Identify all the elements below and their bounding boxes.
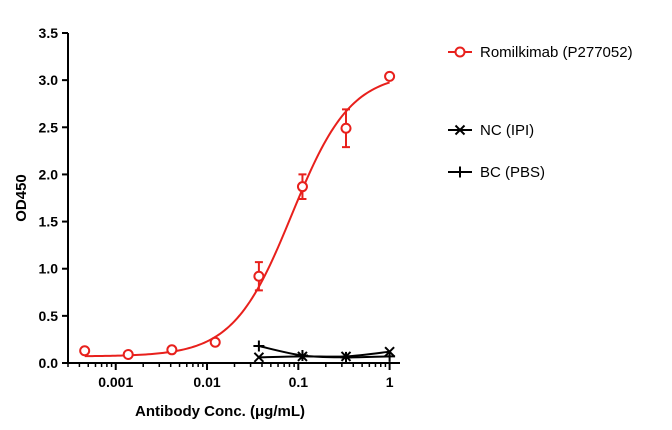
y-tick-label: 2.5 — [39, 119, 59, 135]
y-tick-label: 2.0 — [39, 166, 59, 182]
y-tick-label: 1.0 — [39, 261, 59, 277]
x-tick-label: 0.1 — [289, 374, 309, 390]
legend-marker — [454, 124, 466, 136]
x-axis-title: Antibody Conc. (μg/mL) — [135, 403, 305, 420]
series-2 — [253, 340, 396, 363]
data-point — [296, 181, 308, 193]
data-point — [122, 349, 134, 361]
fit-curve — [84, 81, 390, 358]
legend: Romilkimab (P277052) NC (IPI) BC (PBS) — [448, 44, 633, 181]
data-point — [209, 336, 221, 348]
legend-item-0: Romilkimab (P277052) — [448, 44, 633, 61]
y-tick-label: 1.5 — [39, 214, 59, 230]
legend-label: NC (IPI) — [480, 122, 534, 139]
legend-item-1: NC (IPI) — [448, 122, 534, 139]
data-point — [253, 270, 265, 282]
y-tick-label: 3.5 — [39, 25, 59, 41]
data-point — [296, 349, 308, 361]
x-tick-label: 0.001 — [98, 374, 133, 390]
data-point — [384, 70, 396, 82]
data-point — [340, 122, 352, 134]
data-point — [253, 352, 265, 363]
fit-curve — [258, 345, 390, 359]
data-point — [79, 345, 91, 357]
data-point — [384, 350, 396, 362]
legend-label: Romilkimab (P277052) — [480, 44, 633, 61]
y-axis-ticks: 0.0 0.5 1.0 1.5 2.0 2.5 3.0 3.5 — [39, 25, 68, 371]
legend-label: BC (PBS) — [480, 164, 545, 181]
legend-marker — [454, 46, 466, 58]
x-tick-label: 1 — [386, 374, 394, 390]
x-tick-label: 0.01 — [193, 374, 220, 390]
y-tick-label: 3.0 — [39, 72, 59, 88]
data-point — [340, 351, 352, 363]
data-point — [166, 344, 178, 356]
data-point — [253, 340, 265, 352]
y-axis-title: OD450 — [13, 174, 30, 222]
y-tick-label: 0.5 — [39, 308, 59, 324]
y-tick-label: 0.0 — [39, 355, 59, 371]
legend-marker — [454, 166, 466, 178]
x-axis-ticks: 0.001 0.01 0.1 1 — [67, 363, 394, 390]
series-0 — [79, 70, 396, 361]
legend-item-2: BC (PBS) — [448, 164, 545, 181]
series-layer — [79, 70, 396, 363]
plot-area: 0.0 0.5 1.0 1.5 2.0 2.5 3.0 3.5 0.001 0.01 0.1 1 — [39, 25, 400, 390]
